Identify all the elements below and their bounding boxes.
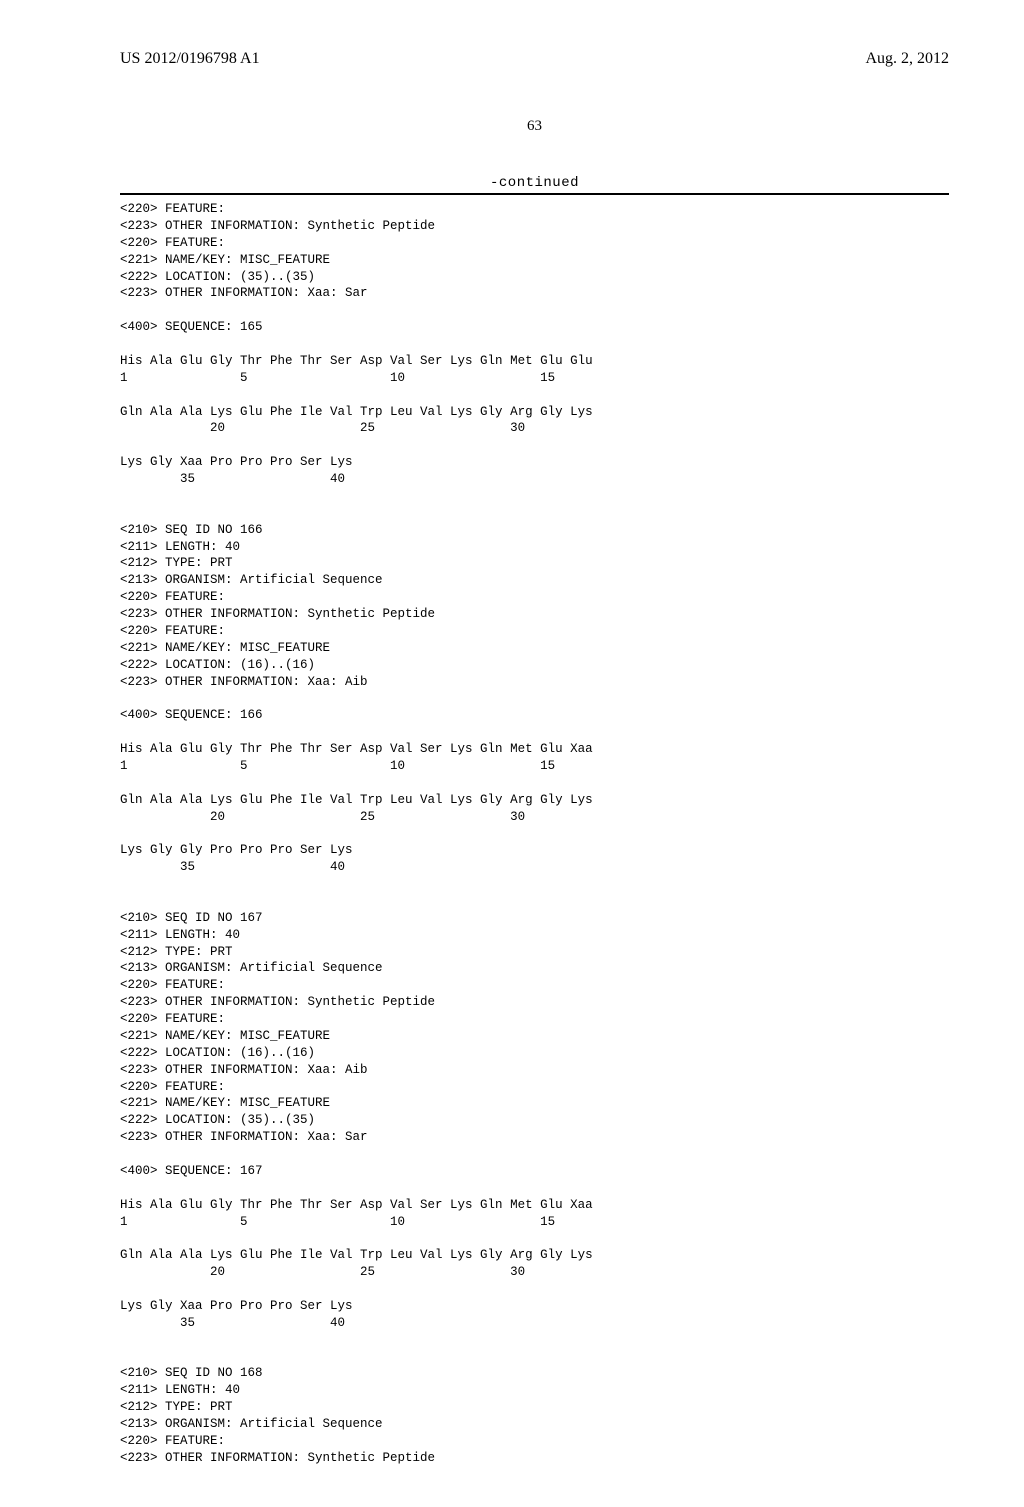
page-number: 63: [120, 118, 949, 135]
horizontal-rule: [120, 193, 949, 195]
publication-date: Aug. 2, 2012: [865, 50, 949, 68]
continued-label: -continued: [120, 175, 949, 193]
page-header: US 2012/0196798 A1 Aug. 2, 2012: [120, 50, 949, 68]
sequence-listing-body: <220> FEATURE: <223> OTHER INFORMATION: …: [120, 201, 949, 1467]
publication-number: US 2012/0196798 A1: [120, 50, 260, 68]
